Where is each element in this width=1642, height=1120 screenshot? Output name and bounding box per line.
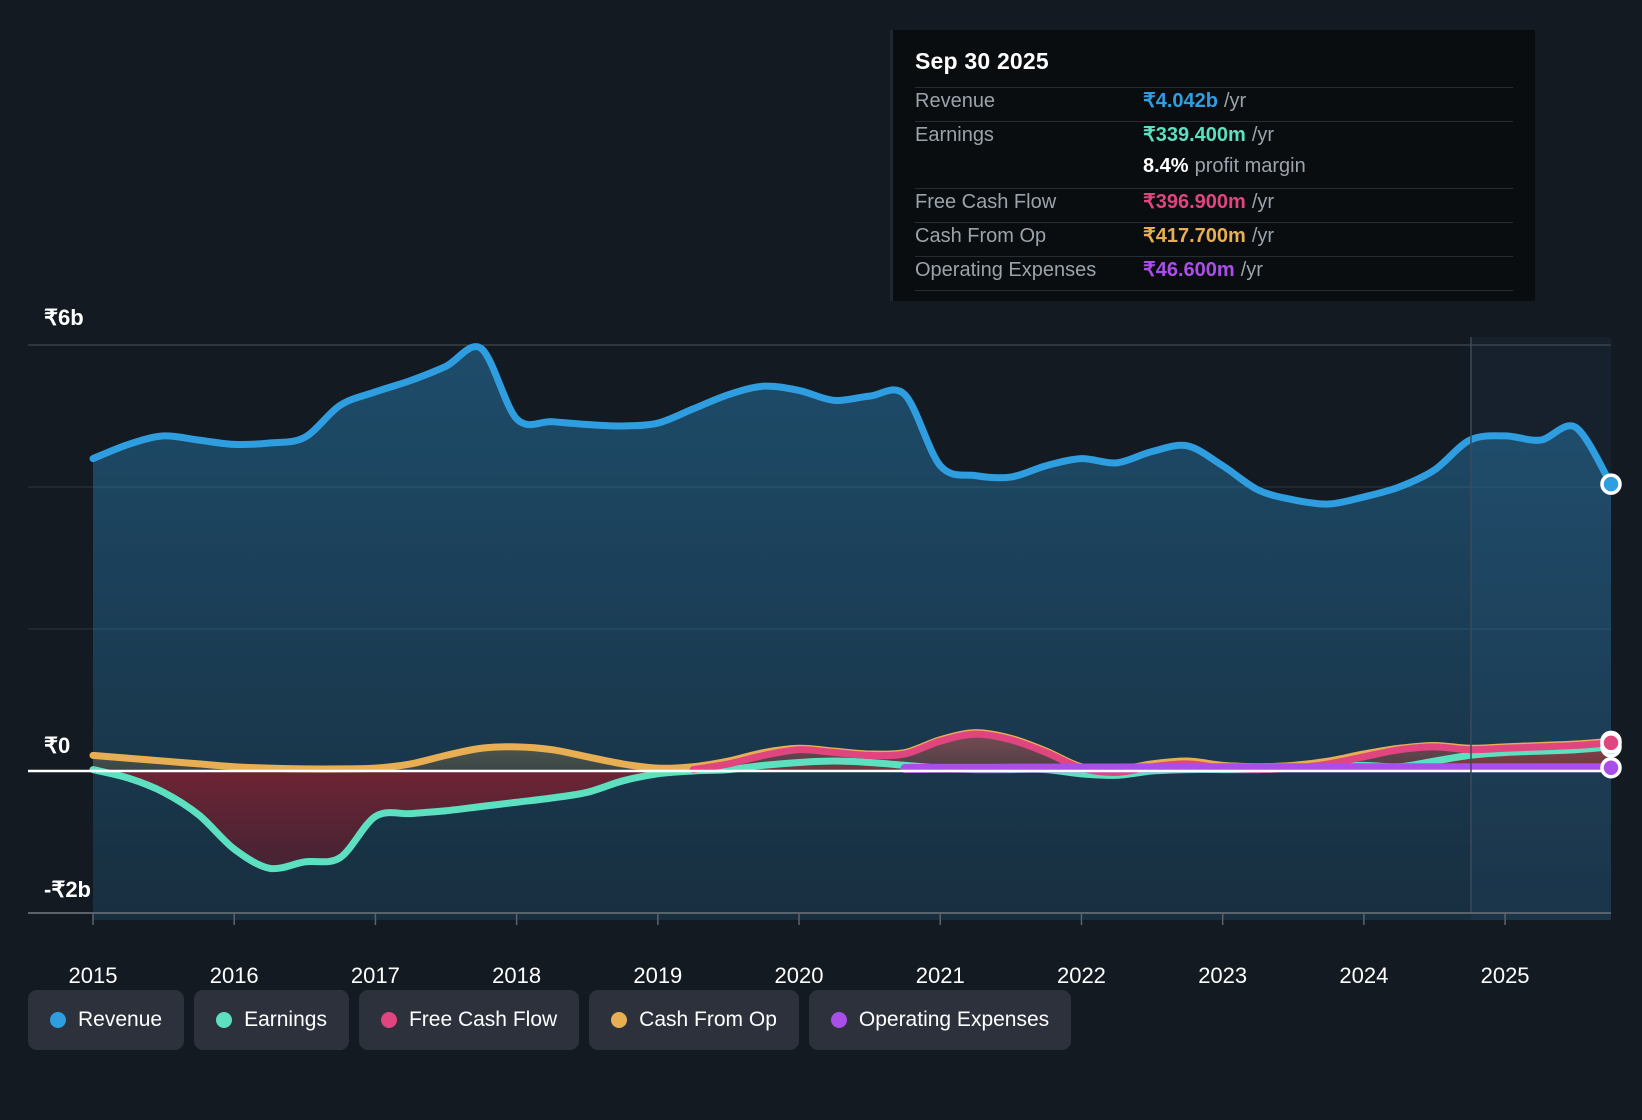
tooltip-label-cash-from-op: Cash From Op [915,225,1047,247]
y-axis-label-zero: ₹0 [44,733,71,758]
zero-baseline [28,337,1611,913]
tooltip-value-operating-expenses: ₹46.600m [1143,259,1235,281]
endpoint-marker-free-cash-flow [1600,732,1622,754]
tooltip-label-revenue: Revenue [915,90,996,112]
series-lines [89,343,1611,873]
series-area-cash-from-op [93,732,1611,771]
legend-dot-icon [380,1012,397,1028]
legend-label: Operating Expenses [858,1008,1050,1031]
legend-item-free-cash-flow[interactable]: Free Cash Flow [358,990,580,1050]
tooltip-bottom-rule [915,290,1513,291]
series-line-revenue [89,343,1611,508]
tooltip-row-earnings: Earnings ₹339.400m /yr [915,121,1513,155]
legend-dot-icon [216,1012,233,1028]
x-axis-label-2024: 2024 [1339,963,1389,988]
tooltip-value-earnings: ₹339.400m [1143,124,1246,146]
tooltip-unit-free-cash-flow: /yr [1251,191,1275,213]
tooltip-unit-cash-from-op: /yr [1251,225,1275,247]
x-axis-label-2023: 2023 [1198,963,1248,988]
series-endpoint-markers [1600,473,1622,779]
legend-label: Earnings [244,1008,327,1031]
series-line-operating-expenses [900,763,1611,773]
tooltip-row-free-cash-flow: Free Cash Flow ₹396.900m /yr [915,188,1513,222]
tooltip-label-free-cash-flow: Free Cash Flow [915,191,1057,213]
legend-dot-icon [830,1012,847,1028]
tooltip-unit-revenue: /yr [1224,90,1247,112]
tooltip-value-free-cash-flow: ₹396.900m [1143,191,1246,213]
x-axis-label-2025: 2025 [1480,963,1530,988]
tooltip-label-earnings: Earnings [915,124,994,146]
tooltip-value-profit-margin: 8.4% [1143,155,1189,177]
x-axis-label-2021: 2021 [915,963,965,988]
x-axis-label-2016: 2016 [209,963,259,988]
endpoint-marker-operating-expenses [1600,756,1622,779]
legend-label: Free Cash Flow [408,1008,558,1031]
series-area-earnings [93,746,1611,869]
chart-legend: Revenue Earnings Free Cash Flow Cash From O… [28,990,1072,1050]
tooltip-date: Sep 30 2025 [915,48,1049,74]
tooltip-row-revenue: Revenue ₹4.042b /yr [915,87,1513,121]
endpoint-marker-revenue [1600,473,1622,495]
x-axis-label-2020: 2020 [774,963,824,988]
tooltip-value-revenue: ₹4.042b [1143,90,1218,112]
legend-dot-icon [50,1012,66,1028]
legend-item-cash-from-op[interactable]: Cash From Op [589,990,799,1050]
tooltip-unit-profit-margin: profit margin [1194,155,1306,177]
tooltip-label-operating-expenses: Operating Expenses [915,259,1097,281]
x-axis-label-2022: 2022 [1056,963,1106,988]
legend-label: Revenue [78,1008,163,1031]
x-axis-label-2015: 2015 [68,963,118,988]
y-axis-label-top: ₹6b [44,305,84,330]
x-axis-label-2017: 2017 [350,963,400,988]
tooltip-unit-operating-expenses: /yr [1240,259,1263,281]
data-tooltip: Sep 30 2025 Revenue ₹4.042b /yr Earnings… [890,30,1535,301]
legend-item-earnings[interactable]: Earnings [194,990,349,1050]
legend-item-operating-expenses[interactable]: Operating Expenses [808,990,1072,1050]
tooltip-value-cash-from-op: ₹417.700m [1143,225,1246,247]
legend-item-revenue[interactable]: Revenue [28,990,185,1050]
y-axis-label-bottom: -₹2b [44,877,91,902]
tooltip-row-operating-expenses: Operating Expenses ₹46.600m /yr [915,256,1513,290]
tooltip-row-cash-from-op: Cash From Op ₹417.700m /yr [915,222,1513,256]
x-axis [28,912,1611,925]
legend-label: Cash From Op [639,1008,777,1031]
x-axis-label-2018: 2018 [492,963,542,988]
legend-dot-icon [611,1012,628,1028]
tooltip-unit-earnings: /yr [1251,124,1275,146]
tooltip-row-profit-margin: 8.4% profit margin [915,155,1513,188]
x-axis-label-2019: 2019 [633,963,683,988]
